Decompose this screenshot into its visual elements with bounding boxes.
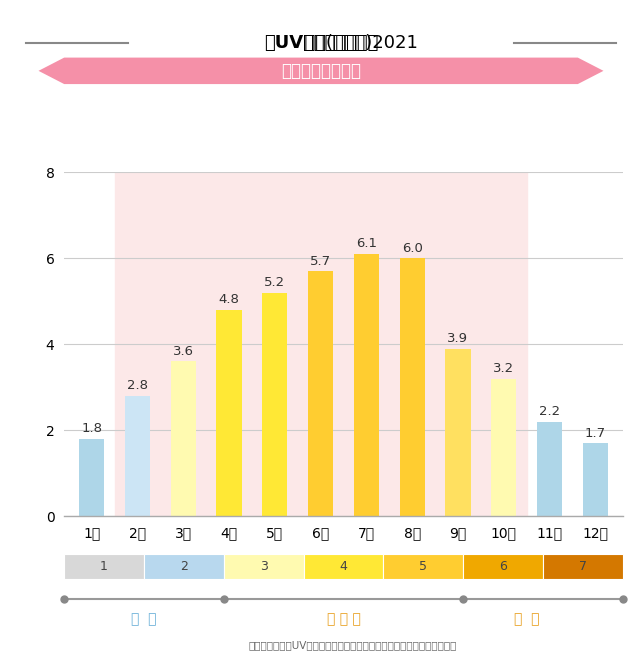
Bar xyxy=(114,172,526,516)
Text: 4.8: 4.8 xyxy=(218,293,239,307)
Text: 1.7: 1.7 xyxy=(585,427,606,440)
Bar xyxy=(537,422,562,516)
Text: 2.2: 2.2 xyxy=(539,405,560,418)
Text: 強  い: 強 い xyxy=(514,612,540,626)
Bar xyxy=(308,271,333,516)
Text: 1.8: 1.8 xyxy=(81,422,102,436)
Text: 弱  い: 弱 い xyxy=(131,612,157,626)
Bar xyxy=(125,396,150,516)
Text: 中 程 度: 中 程 度 xyxy=(327,612,360,626)
Text: 7: 7 xyxy=(579,560,587,573)
Bar xyxy=(446,348,471,516)
Text: 6: 6 xyxy=(499,560,507,573)
Text: 4: 4 xyxy=(340,560,347,573)
Text: 6.1: 6.1 xyxy=(356,238,377,250)
Text: 日焼け対策ゾーン: 日焼け対策ゾーン xyxy=(281,62,361,80)
Text: 5.2: 5.2 xyxy=(265,276,285,289)
Text: 5: 5 xyxy=(419,560,428,573)
Text: 3.6: 3.6 xyxy=(173,345,194,358)
Text: 東京(平均値)2021: 東京(平均値)2021 xyxy=(224,34,418,52)
Text: 2: 2 xyxy=(180,560,188,573)
Bar xyxy=(171,361,196,516)
Text: 6.0: 6.0 xyxy=(402,242,422,255)
Bar xyxy=(399,258,425,516)
Text: 1: 1 xyxy=(100,560,108,573)
Bar xyxy=(583,444,608,516)
Bar xyxy=(262,293,288,516)
Text: 2.8: 2.8 xyxy=(127,379,148,393)
Text: 3.2: 3.2 xyxy=(493,362,514,375)
Text: 気象庁「日最大UVインデックス（解析値）年間推移データ」を一部加工: 気象庁「日最大UVインデックス（解析値）年間推移データ」を一部加工 xyxy=(249,640,457,651)
Bar xyxy=(216,310,241,516)
Bar xyxy=(79,439,104,516)
Text: 3: 3 xyxy=(260,560,268,573)
Bar xyxy=(491,379,516,516)
Bar xyxy=(354,254,379,516)
Text: 5.7: 5.7 xyxy=(310,255,331,267)
Text: 【UVインデックス】: 【UVインデックス】 xyxy=(264,34,378,52)
Text: 3.9: 3.9 xyxy=(447,332,469,345)
